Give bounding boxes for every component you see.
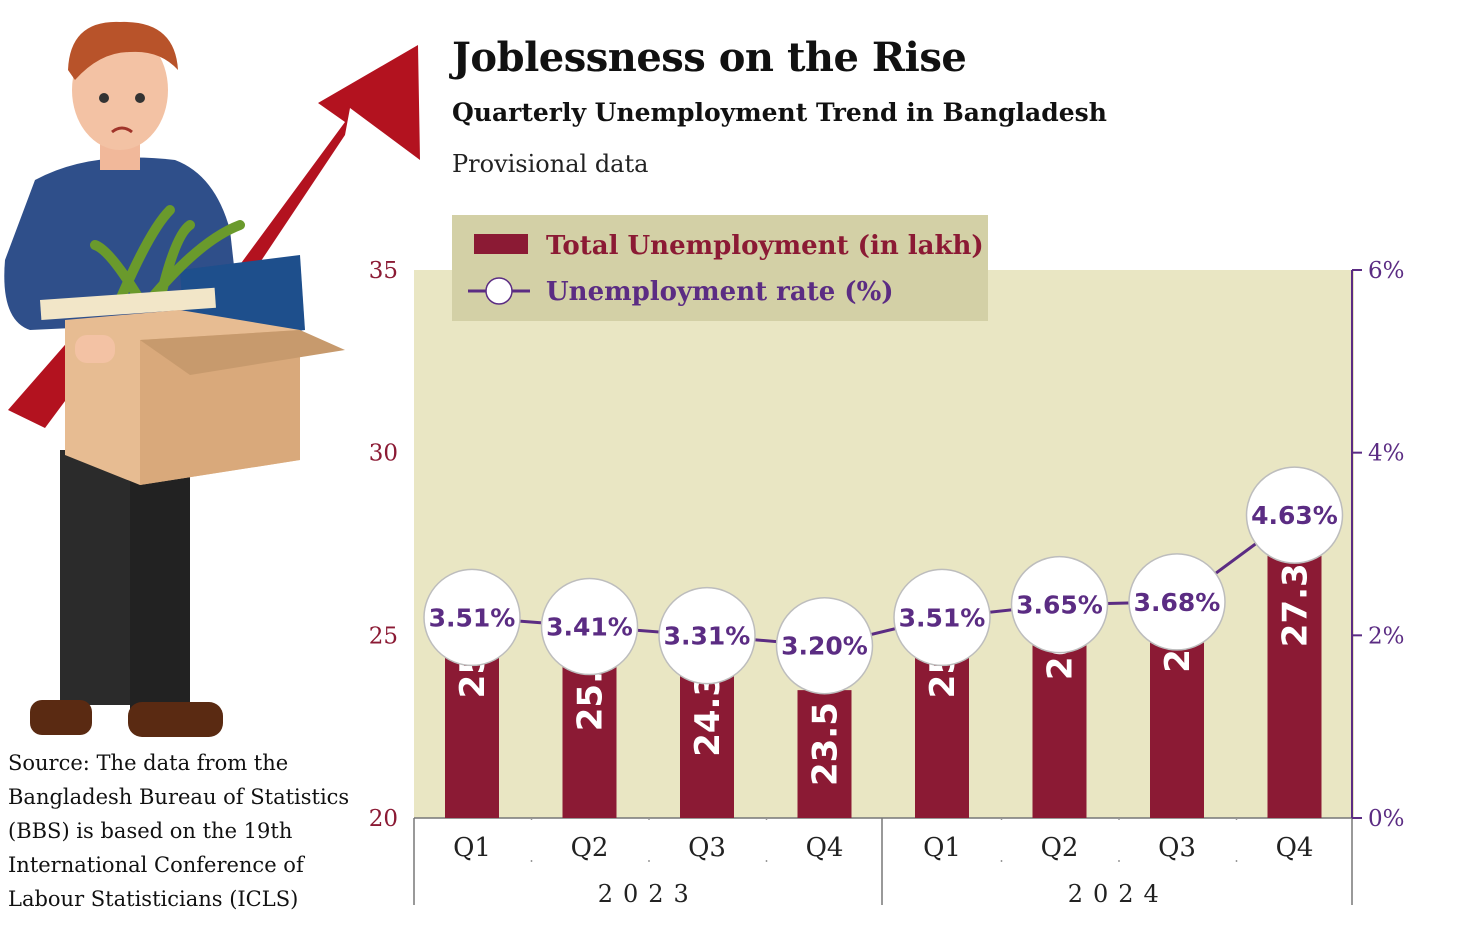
chart-subtitle: Quarterly Unemployment Trend in Banglade… (452, 98, 1107, 127)
x-tick-label: Q3 (688, 833, 726, 863)
rate-value-label: 3.68% (1134, 588, 1221, 617)
legend-label-rate: Unemployment rate (%) (546, 277, 894, 307)
x-tick-label: Q3 (1158, 833, 1196, 863)
legend-box (452, 215, 988, 321)
legend-label-unemployment: Total Unemployment (in lakh) (546, 231, 984, 261)
y-left-tick-label: 35 (369, 258, 398, 284)
legend: Total Unemployment (in lakh) Unemploymen… (452, 215, 988, 321)
bar-value-label: 23.5 (806, 702, 846, 786)
rate-value-label: 4.63% (1251, 501, 1338, 530)
rate-point-marker (1128, 553, 1226, 651)
year-group-label: 2024 (1068, 880, 1169, 908)
rate-point-marker (423, 568, 521, 667)
x-tick-label: Q2 (571, 833, 609, 863)
rate-point-marker (1245, 466, 1344, 564)
y-right-tick-label: 0% (1368, 806, 1405, 832)
y-right-tick-label: 4% (1368, 441, 1405, 467)
x-tick-label: Q1 (453, 833, 491, 863)
y-left-tick-label: 20 (369, 806, 398, 832)
y-left-tick-label: 30 (369, 441, 398, 467)
rate-point-marker (893, 568, 991, 667)
legend-marker (485, 277, 513, 305)
cardboard-box (40, 205, 345, 485)
worried-worker-illustration (4, 21, 420, 737)
rate-value-label: 3.65% (1016, 591, 1103, 620)
year-group-label: 2023 (598, 880, 699, 908)
bar-value-label: 27.3 (1276, 563, 1316, 647)
rate-value-label: 3.51% (429, 603, 516, 632)
x-tick-label: Q2 (1041, 833, 1079, 863)
source-note: Source: The data from the Bangladesh Bur… (8, 751, 350, 911)
x-tick-label: Q4 (1276, 833, 1314, 863)
worker-figure (4, 21, 241, 737)
x-tick-label: Q1 (923, 833, 961, 863)
rate-value-label: 3.31% (664, 622, 751, 651)
bar-value-label: 24.3 (688, 673, 728, 757)
chart-title: Joblessness on the Rise (452, 34, 967, 81)
legend-bar-swatch (474, 234, 528, 254)
rate-point-marker (540, 577, 639, 676)
y-right-tick-label: 6% (1368, 258, 1405, 284)
rate-point-marker (1010, 555, 1109, 654)
rate-point-marker (658, 586, 756, 685)
rate-value-label: 3.20% (781, 632, 868, 661)
provisional-note: Provisional data (452, 150, 649, 178)
x-axis (413, 817, 1354, 905)
y-right-tick-label: 2% (1368, 623, 1405, 649)
x-tick-label: Q4 (806, 833, 844, 863)
plot-area (414, 270, 1354, 818)
rate-value-label: 3.51% (899, 603, 986, 632)
y-left-tick-label: 25 (369, 623, 398, 649)
bar (680, 660, 734, 818)
rate-value-label: 3.41% (546, 613, 633, 642)
bar (1267, 551, 1322, 818)
rate-point-marker (775, 596, 874, 695)
bar (797, 690, 852, 818)
